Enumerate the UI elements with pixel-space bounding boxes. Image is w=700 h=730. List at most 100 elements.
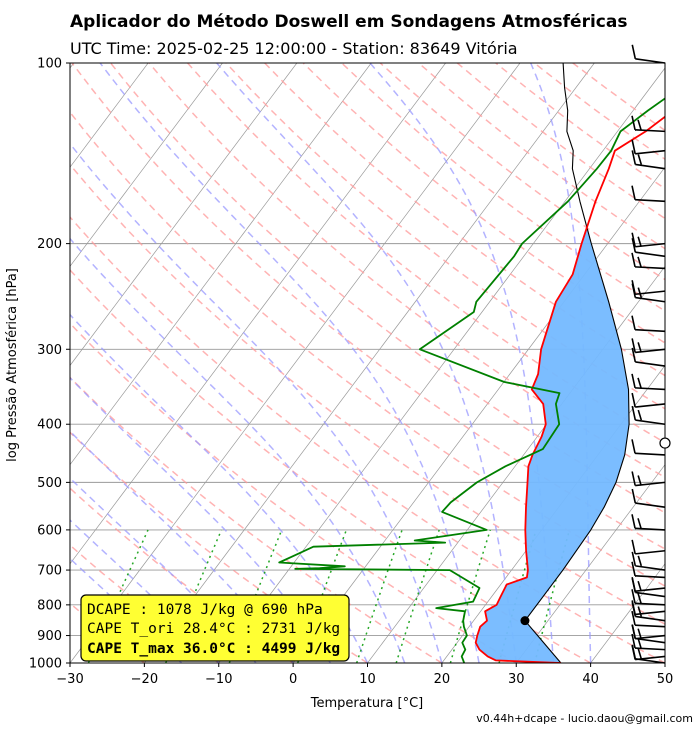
wind-barb	[631, 645, 666, 661]
wind-barb-flag	[637, 628, 642, 639]
wind-barb-flag	[637, 475, 642, 486]
wind-barb-flag	[637, 154, 643, 165]
moist-adiabat-line	[99, 63, 480, 663]
wind-barb-staff	[634, 602, 666, 606]
x-tick-label: 0	[289, 672, 297, 687]
dry-adiabat-line	[70, 322, 517, 663]
wind-barb-flag	[631, 115, 636, 130]
wind-barb-flag	[637, 606, 643, 617]
wind-barb	[631, 471, 666, 487]
parcel-profile-line	[524, 63, 630, 663]
y-tick-label: 800	[37, 598, 62, 613]
x-tick-label: 40	[582, 672, 599, 687]
wind-barb-flag	[637, 518, 642, 529]
wind-barb	[631, 44, 666, 64]
wind-barb-staff	[635, 290, 666, 296]
wind-barb-staff	[634, 575, 666, 579]
wind-barb-flag	[631, 610, 636, 626]
y-tick-label: 300	[37, 343, 62, 358]
wind-barb-flag	[631, 633, 636, 649]
wind-barb-staff	[635, 587, 666, 592]
mixing-ratio-line	[355, 529, 403, 663]
wind-barb	[631, 439, 666, 456]
isotherm-line	[664, 662, 665, 663]
dry-adiabat-line	[341, 63, 665, 312]
wind-barb-flag	[631, 589, 636, 604]
y-tick-label: 500	[37, 476, 62, 491]
wind-barb-staff	[634, 328, 666, 333]
moist-adiabat-line	[216, 63, 518, 663]
wind-barb-staff	[635, 149, 666, 155]
wind-barb	[631, 150, 666, 170]
wind-barb	[631, 561, 666, 579]
x-tick-label: 50	[657, 672, 674, 687]
dry-adiabat-line	[148, 63, 665, 479]
wind-barb-flag	[637, 287, 643, 298]
wind-barb-staff	[635, 565, 666, 571]
moist-adiabat-line	[70, 557, 183, 663]
isotherm-line	[70, 63, 298, 367]
moist-adiabat-line	[70, 477, 257, 663]
wind-barb	[631, 185, 666, 203]
y-tick-label: 1000	[29, 657, 62, 672]
wind-barb-staff	[635, 242, 666, 248]
wind-barb-flag	[637, 648, 643, 660]
x-tick-label: 10	[359, 672, 376, 687]
wind-barb-staff	[634, 266, 666, 270]
wind-barb	[631, 514, 666, 531]
wind-barb	[631, 551, 666, 571]
wind-barb	[631, 115, 666, 133]
wind-barb	[631, 252, 666, 270]
y-tick-label: 600	[37, 523, 62, 538]
wind-barb-staff	[635, 655, 666, 661]
y-tick-label: 700	[37, 564, 62, 579]
lcl-marker	[520, 616, 530, 626]
wind-barb	[631, 237, 666, 258]
wind-barb-flag	[631, 185, 636, 200]
wind-barb-staff	[634, 624, 666, 628]
wind-barb	[631, 405, 666, 426]
wind-barb-flag	[637, 256, 642, 268]
wind-barb-flag	[637, 377, 642, 389]
wind-barb-staff	[635, 502, 666, 509]
dry-adiabat-line	[264, 63, 665, 377]
wind-barb	[631, 577, 666, 592]
wind-barb-staff	[635, 481, 666, 487]
wind-barb-flag	[631, 514, 636, 529]
wind-barb-staff	[634, 198, 666, 203]
wind-barb	[631, 232, 666, 248]
wind-barb	[631, 539, 666, 555]
wind-barb	[631, 315, 666, 333]
wind-barb-flag	[631, 439, 636, 454]
footer-credit: v0.44h+dcape - lucio.daou@gmail.com	[476, 712, 693, 725]
wind-barb-staff	[634, 128, 666, 133]
wind-barb-flag	[631, 280, 636, 295]
info-box-line-cape-max: CAPE T_max 36.0°C : 4499 J/kg	[87, 641, 340, 657]
dry-adiabat-line	[70, 215, 665, 663]
moist-adiabat-line	[70, 142, 443, 663]
wind-barb-flag	[637, 236, 642, 247]
y-tick-label: 900	[37, 629, 62, 644]
wind-barb	[631, 347, 666, 367]
x-tick-label: 20	[434, 672, 451, 687]
wind-barb-staff	[635, 361, 666, 367]
wind-barb-flag	[631, 338, 636, 353]
wind-barb-flag	[631, 488, 637, 504]
wind-barb-flag	[631, 150, 637, 165]
wind-barb-staff	[635, 610, 666, 616]
dry-adiabat-line	[225, 63, 665, 410]
wind-barb-staff	[635, 348, 666, 354]
wind-barb	[631, 373, 666, 391]
wind-barb	[631, 624, 666, 640]
isotherm-line	[70, 63, 446, 565]
wind-barb-flag	[631, 405, 637, 421]
wind-barb-flag	[631, 139, 636, 154]
x-tick-label: −10	[205, 672, 232, 687]
y-tick-label: 100	[37, 57, 62, 72]
wind-barb-staff	[635, 251, 666, 258]
wind-barb	[631, 139, 666, 155]
wind-barb-flag	[637, 409, 643, 421]
isotherm-line	[292, 166, 665, 663]
dewpoint-profile-line	[278, 97, 665, 663]
wind-barb-flag	[631, 373, 636, 389]
